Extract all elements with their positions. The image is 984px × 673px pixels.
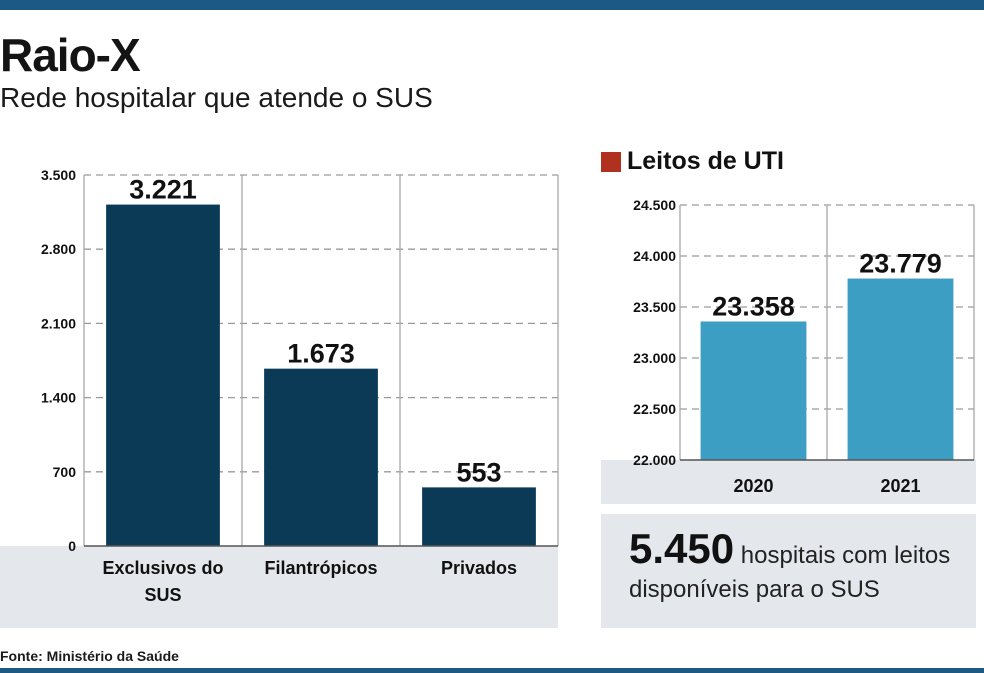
- uti-category-label: 2021: [880, 476, 920, 496]
- hospitals-value-label: 553: [456, 457, 501, 487]
- hospitals-y-tick-label: 0: [68, 538, 76, 554]
- uti-category-band: [601, 460, 976, 504]
- hospitals-bar: [264, 368, 378, 546]
- uti-y-tick-label: 24.500: [633, 197, 676, 213]
- hospitals-category-label: SUS: [144, 585, 181, 605]
- hospitals-category-label: Filantrópicos: [264, 558, 377, 578]
- uti-y-tick-label: 22.500: [633, 401, 676, 417]
- source-note: Fonte: Ministério da Saúde: [0, 648, 179, 664]
- uti-bar: [847, 278, 954, 460]
- summary-description: hospitais com leitos disponíveis para o …: [629, 542, 951, 603]
- uti-category-label: 2020: [733, 476, 773, 496]
- hospitals-value-label: 1.673: [287, 339, 355, 369]
- hospitals-y-tick-label: 2.800: [41, 241, 76, 257]
- hospitals-bar-chart: 0 700 1.400 2.100 2.800 3.500 3.221 Exclusivos …: [0, 167, 559, 628]
- summary-panel: 5.450 hospitais com leitos disponíveis p…: [601, 514, 976, 628]
- uti-chart-title: Leitos de UTI: [601, 147, 784, 176]
- page-subtitle: Rede hospitalar que atende o SUS: [0, 82, 433, 113]
- hospitals-category-label: Exclusivos do: [102, 558, 223, 578]
- top-accent-bar: [0, 0, 984, 10]
- uti-bar: [700, 321, 807, 460]
- uti-value-label: 23.779: [859, 249, 942, 279]
- summary-text: 5.450 hospitais com leitos disponíveis p…: [629, 528, 974, 607]
- uti-legend-marker: [601, 151, 621, 172]
- hospitals-bar: [106, 204, 220, 546]
- hospitals-category-label: Privados: [441, 558, 517, 578]
- uti-chart-title-text: Leitos de UTI: [627, 147, 784, 175]
- hospitals-y-tick-label: 2.100: [41, 315, 76, 331]
- hospitals-value-label: 3.221: [129, 175, 197, 205]
- hospitals-y-tick-label: 3.500: [41, 167, 76, 183]
- uti-y-tick-label: 23.500: [633, 299, 676, 315]
- hospitals-y-tick-label: 1.400: [41, 390, 76, 406]
- page-title: Raio-X: [0, 29, 141, 81]
- hospitals-y-tick-label: 700: [53, 464, 77, 480]
- hospitals-category-band: [0, 546, 558, 628]
- uti-y-tick-label: 22.000: [633, 452, 676, 468]
- hospitals-bar: [422, 487, 536, 546]
- uti-y-tick-label: 24.000: [633, 248, 676, 264]
- uti-bar-chart: 22.000 22.500 23.000 23.500 24.000 24.500 23.3…: [601, 197, 976, 504]
- bottom-accent-bar: [0, 668, 984, 673]
- uti-y-tick-label: 23.000: [633, 350, 676, 366]
- uti-value-label: 23.358: [712, 291, 795, 321]
- summary-number: 5.450: [629, 525, 735, 572]
